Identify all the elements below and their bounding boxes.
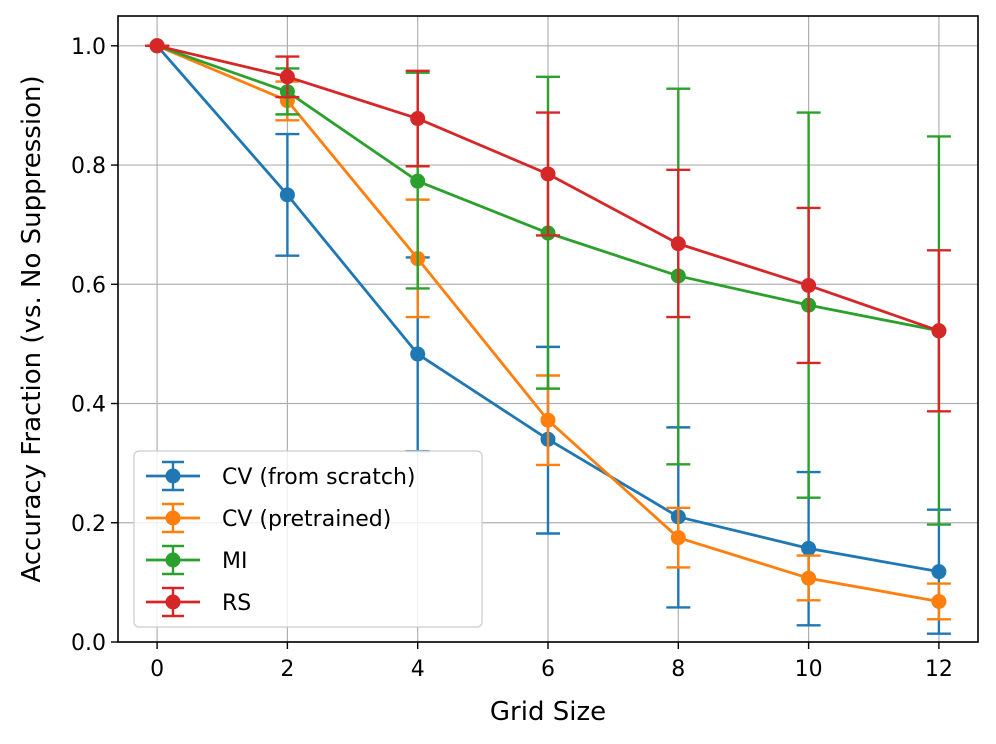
x-tick-label: 2 [280,657,294,682]
data-point [540,412,556,428]
data-point [279,69,295,85]
legend-label: RS [222,591,251,616]
x-tick-label: 6 [541,657,555,682]
data-point [410,346,426,362]
y-tick-label: 0.2 [71,512,106,537]
x-tick-label: 0 [150,657,164,682]
x-tick-label: 8 [671,657,685,682]
legend-item: RS [146,586,251,618]
series-3 [145,38,951,413]
data-point [540,166,556,182]
data-point [670,530,686,546]
data-point [149,38,165,54]
legend-box [133,450,483,628]
x-tick-label: 10 [795,657,823,682]
x-tick-label: 12 [925,657,953,682]
y-tick-label: 0.6 [71,273,106,298]
y-tick-label: 0.0 [71,631,106,656]
data-point [410,111,426,127]
legend-label: MI [222,549,247,574]
data-point [279,187,295,203]
y-tick-label: 0.4 [71,393,106,418]
y-tick-label: 0.8 [71,154,106,179]
legend-marker [165,468,181,484]
ticks: 0 2 4 6 8 10 12 0.0 0.2 0.4 0.6 0.8 1.0 [71,35,953,682]
data-point [801,570,817,586]
legend-marker [165,510,181,526]
data-point [931,593,947,609]
data-point [931,564,947,580]
x-axis-title: Grid Size [490,697,606,727]
legend-label: CV (pretrained) [222,507,391,532]
legend-marker [165,594,181,610]
legend-item: CV (pretrained) [146,502,391,534]
data-point [801,540,817,556]
legend: CV (from scratch) CV (pretrained) MI RS [133,450,483,628]
series-layer [145,38,951,635]
y-axis-title: Accuracy Fraction (vs. No Suppression) [17,75,47,582]
legend-marker [165,552,181,568]
data-point [931,323,947,339]
x-tick-label: 4 [411,657,425,682]
legend-item: CV (from scratch) [146,460,416,492]
legend-label: CV (from scratch) [222,465,416,490]
legend-item: MI [146,544,247,576]
y-tick-label: 1.0 [71,35,106,60]
data-point [410,173,426,189]
data-point [801,277,817,293]
data-point [670,236,686,252]
